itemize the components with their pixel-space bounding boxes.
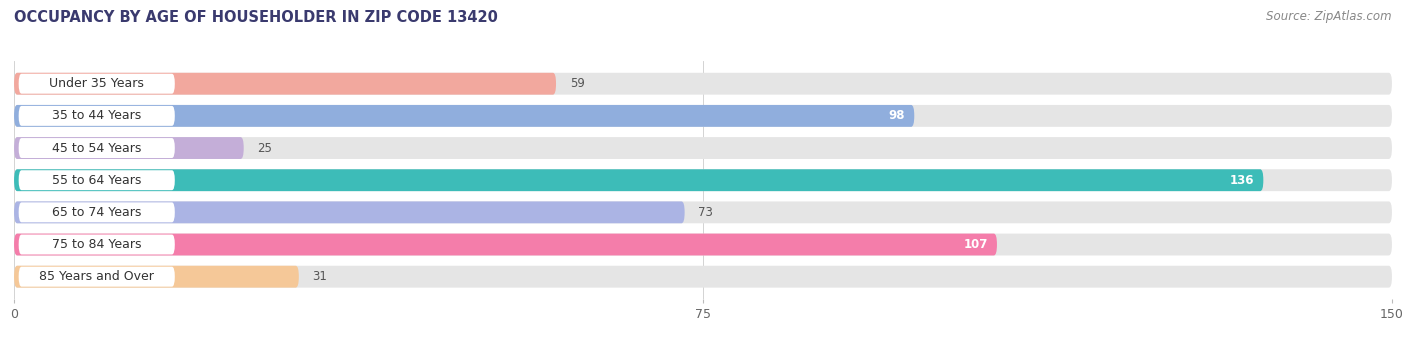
Text: Under 35 Years: Under 35 Years — [49, 77, 145, 90]
FancyBboxPatch shape — [18, 74, 174, 94]
Text: OCCUPANCY BY AGE OF HOUSEHOLDER IN ZIP CODE 13420: OCCUPANCY BY AGE OF HOUSEHOLDER IN ZIP C… — [14, 10, 498, 25]
Text: 45 to 54 Years: 45 to 54 Years — [52, 141, 142, 155]
Text: 35 to 44 Years: 35 to 44 Years — [52, 109, 142, 122]
Text: 136: 136 — [1230, 174, 1254, 187]
Text: 59: 59 — [569, 77, 585, 90]
FancyBboxPatch shape — [14, 137, 1392, 159]
Text: Source: ZipAtlas.com: Source: ZipAtlas.com — [1267, 10, 1392, 23]
Text: 65 to 74 Years: 65 to 74 Years — [52, 206, 142, 219]
FancyBboxPatch shape — [14, 201, 685, 223]
FancyBboxPatch shape — [18, 138, 174, 158]
Text: 75 to 84 Years: 75 to 84 Years — [52, 238, 142, 251]
FancyBboxPatch shape — [14, 201, 1392, 223]
FancyBboxPatch shape — [14, 73, 555, 95]
FancyBboxPatch shape — [14, 169, 1264, 191]
FancyBboxPatch shape — [14, 266, 299, 288]
FancyBboxPatch shape — [14, 234, 997, 255]
Text: 73: 73 — [699, 206, 713, 219]
Text: 85 Years and Over: 85 Years and Over — [39, 270, 155, 283]
Text: 25: 25 — [257, 141, 273, 155]
FancyBboxPatch shape — [14, 234, 1392, 255]
Text: 107: 107 — [963, 238, 988, 251]
Text: 31: 31 — [312, 270, 328, 283]
Text: 98: 98 — [889, 109, 905, 122]
FancyBboxPatch shape — [14, 169, 1392, 191]
FancyBboxPatch shape — [14, 105, 914, 127]
FancyBboxPatch shape — [14, 137, 243, 159]
Text: 55 to 64 Years: 55 to 64 Years — [52, 174, 142, 187]
FancyBboxPatch shape — [14, 105, 1392, 127]
FancyBboxPatch shape — [18, 170, 174, 190]
FancyBboxPatch shape — [18, 106, 174, 126]
FancyBboxPatch shape — [18, 202, 174, 222]
FancyBboxPatch shape — [18, 235, 174, 255]
FancyBboxPatch shape — [14, 266, 1392, 288]
FancyBboxPatch shape — [14, 73, 1392, 95]
FancyBboxPatch shape — [18, 267, 174, 287]
